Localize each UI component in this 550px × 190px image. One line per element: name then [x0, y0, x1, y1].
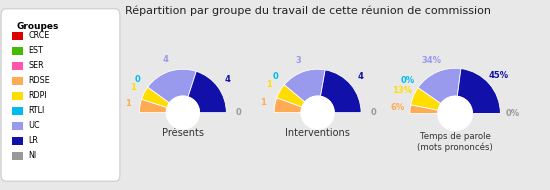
- Bar: [12, 122, 23, 130]
- Circle shape: [301, 96, 334, 129]
- Bar: [12, 137, 23, 145]
- Wedge shape: [457, 69, 500, 113]
- Text: 13%: 13%: [392, 86, 412, 95]
- Text: UC: UC: [29, 121, 40, 131]
- Text: 0%: 0%: [506, 109, 520, 118]
- Text: CRCE: CRCE: [29, 32, 50, 40]
- Text: Répartition par groupe du travail de cette réunion de commission: Répartition par groupe du travail de cet…: [125, 6, 491, 16]
- Bar: [12, 62, 23, 70]
- Text: 0: 0: [272, 72, 278, 81]
- Text: SER: SER: [29, 61, 44, 70]
- Bar: [12, 32, 23, 40]
- Text: Groupes: Groupes: [16, 22, 59, 31]
- Circle shape: [166, 96, 200, 129]
- Text: 4: 4: [358, 72, 363, 81]
- Text: RDSE: RDSE: [29, 76, 51, 86]
- Wedge shape: [139, 99, 167, 113]
- Wedge shape: [188, 71, 227, 113]
- Bar: [12, 152, 23, 160]
- Wedge shape: [141, 87, 169, 108]
- Text: Présents: Présents: [162, 128, 204, 138]
- Bar: [12, 92, 23, 101]
- Wedge shape: [418, 68, 461, 104]
- Wedge shape: [321, 70, 361, 113]
- Text: 1: 1: [260, 98, 266, 108]
- Text: EST: EST: [29, 46, 43, 55]
- Text: RDPI: RDPI: [29, 91, 47, 101]
- Text: 1: 1: [125, 99, 131, 108]
- Wedge shape: [148, 69, 196, 103]
- Wedge shape: [411, 88, 441, 110]
- Text: 0: 0: [235, 108, 241, 117]
- Bar: [12, 107, 23, 116]
- Text: 0: 0: [370, 108, 376, 117]
- Wedge shape: [284, 69, 325, 102]
- Bar: [12, 77, 23, 86]
- Text: RTLI: RTLI: [29, 106, 45, 116]
- Circle shape: [438, 96, 472, 131]
- Wedge shape: [274, 98, 302, 113]
- Wedge shape: [277, 85, 305, 107]
- Text: Interventions: Interventions: [285, 128, 350, 138]
- Bar: [12, 47, 23, 55]
- Text: 4: 4: [225, 75, 231, 85]
- FancyBboxPatch shape: [1, 9, 120, 181]
- Text: 4: 4: [163, 55, 169, 64]
- Text: 3: 3: [296, 56, 301, 65]
- Text: 34%: 34%: [422, 56, 442, 65]
- Wedge shape: [410, 105, 438, 113]
- Text: 0: 0: [135, 75, 141, 85]
- Text: 1: 1: [267, 80, 272, 89]
- Text: Temps de parole
(mots prononcés): Temps de parole (mots prononcés): [417, 131, 493, 152]
- Text: 0%: 0%: [400, 76, 415, 85]
- Text: LR: LR: [29, 136, 38, 146]
- Text: 1: 1: [130, 83, 136, 92]
- Text: NI: NI: [29, 151, 37, 161]
- Text: 6%: 6%: [390, 103, 405, 112]
- Text: 45%: 45%: [488, 71, 509, 80]
